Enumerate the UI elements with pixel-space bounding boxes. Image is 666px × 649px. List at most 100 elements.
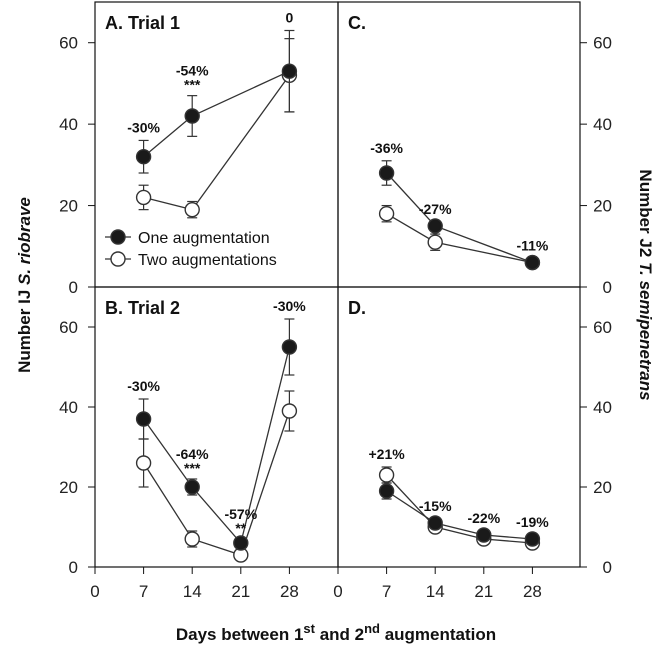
x-tick-label: 7 [139, 582, 148, 601]
y-tick-label: 60 [593, 318, 612, 337]
series-two-augmentations [135, 38, 298, 219]
data-point [476, 527, 492, 543]
y-tick-label: 40 [59, 115, 78, 134]
percent-label: 0 [286, 10, 294, 26]
legend-item-one: One augmentation [105, 229, 270, 247]
legend-marker [110, 251, 126, 267]
data-point [378, 483, 395, 499]
annotation: -27% [419, 201, 452, 217]
annotation: 0 [286, 10, 294, 26]
y-tick-label: 40 [59, 398, 78, 417]
y-tick-label: 40 [593, 398, 612, 417]
series-line [143, 74, 290, 211]
percent-label: -15% [419, 498, 452, 514]
data-point [427, 515, 443, 531]
y-tick-label: 60 [593, 34, 612, 53]
data-point [135, 149, 152, 165]
data-point [281, 63, 298, 79]
annotation: -30% [127, 119, 160, 135]
annotation: -19% [516, 514, 549, 530]
y-axis-label-right: Number J2 T. semipenetrans [636, 169, 655, 400]
series-one-augmentation [378, 482, 541, 547]
panel-title: D. [348, 298, 366, 318]
percent-label: +21% [368, 446, 405, 462]
y-tick-label: 0 [69, 278, 78, 297]
annotation: -30% [273, 298, 306, 314]
x-tick-label: 0 [90, 582, 99, 601]
x-tick-label: 14 [183, 582, 202, 601]
panel-c: 0 20 40 60 C. -36% -27% -11% [337, 1, 612, 297]
panel-frame [337, 286, 581, 568]
y-tick-label: 60 [59, 318, 78, 337]
percent-label: -30% [127, 378, 160, 394]
panel-title: A. Trial 1 [105, 13, 180, 33]
percent-label: -64% [176, 446, 209, 462]
significance-label: ** [235, 520, 246, 536]
series-line [386, 213, 533, 264]
percent-label: -19% [516, 514, 549, 530]
percent-label: -54% [176, 63, 209, 79]
series-line [143, 410, 291, 556]
annotation: ***-54% [176, 63, 209, 93]
data-point [184, 479, 200, 495]
annotation: -36% [370, 140, 403, 156]
y-axis-label-left: Number IJ S. riobrave [15, 197, 34, 373]
data-point [378, 165, 395, 181]
series-line [386, 172, 533, 264]
data-point [378, 467, 395, 483]
significance-label: *** [184, 77, 201, 93]
x-tick-label: 0 [333, 582, 342, 601]
annotation: -30% [127, 378, 160, 394]
data-point [524, 254, 541, 271]
legend: One augmentation Two augmentations [105, 229, 277, 269]
panel-a: 0 20 40 60 A. Trial 1 -30% ***-54% 0 [59, 1, 339, 297]
series-one-augmentation [135, 318, 298, 551]
series-line [386, 474, 533, 544]
y-tick-label: 20 [593, 478, 612, 497]
y-tick-label: 0 [603, 278, 612, 297]
data-point [524, 531, 541, 547]
panel-b: 0 20 40 60 0 7 14 21 28 B. Trial 2 -30% ***-64% **-5… [59, 286, 339, 601]
y-tick-label: 20 [59, 478, 78, 497]
significance-label: *** [184, 460, 201, 476]
panel-d: 0 20 40 60 0 7 14 21 28 D. +21% -15% -22% -19% [333, 286, 612, 601]
x-tick-label: 28 [523, 582, 542, 601]
data-point [184, 108, 200, 124]
data-point [281, 403, 298, 419]
data-point [427, 234, 443, 250]
y-tick-label: 0 [603, 558, 612, 577]
legend-marker [110, 229, 126, 245]
y-tick-label: 0 [69, 558, 78, 577]
percent-label: -36% [370, 140, 403, 156]
x-tick-label: 21 [474, 582, 493, 601]
series-two-augmentations [378, 204, 541, 271]
y-tick-label: 20 [59, 197, 78, 216]
percent-label: -57% [224, 506, 257, 522]
y-tick-label: 60 [59, 34, 78, 53]
data-point [378, 206, 395, 222]
x-axis-label: Days between 1st and 2nd augmentation [176, 621, 496, 645]
percent-label: -30% [127, 119, 160, 135]
data-point [427, 218, 443, 234]
data-point [233, 535, 249, 551]
percent-label: -22% [467, 510, 500, 526]
series-line [143, 70, 290, 158]
annotation: -11% [516, 238, 548, 254]
y-tick-label: 40 [593, 115, 612, 134]
data-point [135, 455, 152, 471]
series-line [386, 490, 533, 540]
x-tick-label: 14 [426, 582, 445, 601]
series-line [143, 346, 291, 545]
legend-item-two: Two augmentations [105, 251, 277, 269]
percent-label: -27% [419, 201, 452, 217]
panel-title: B. Trial 2 [105, 298, 180, 318]
series-two-augmentations [135, 390, 298, 563]
legend-label: One augmentation [138, 230, 270, 247]
x-tick-label: 21 [231, 582, 250, 601]
data-point [135, 411, 152, 427]
annotation: -15% [419, 498, 452, 514]
annotation: **-57% [224, 506, 257, 536]
percent-label: -11% [516, 238, 548, 254]
y-tick-label: 20 [593, 197, 612, 216]
x-tick-label: 7 [382, 582, 391, 601]
